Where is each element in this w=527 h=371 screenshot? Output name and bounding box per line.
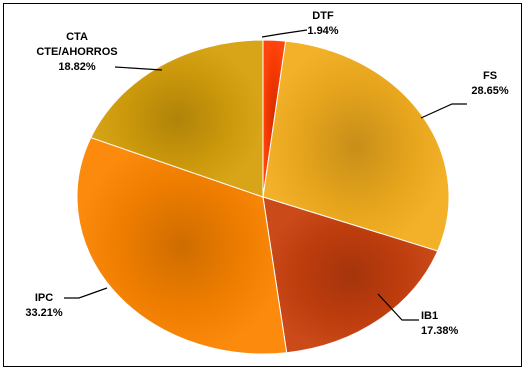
leader-line	[114, 66, 163, 71]
slice-name-label: DTF	[312, 10, 334, 22]
slice-label: CTA CTE/AHORROS 18.82%	[36, 31, 117, 73]
slice-value-label: 1.94%	[307, 25, 338, 37]
slice-name-label: FS	[483, 70, 497, 82]
slice-label: IB1 17.38%	[421, 310, 459, 337]
slice-value-label: 17.38%	[421, 325, 459, 337]
chart-frame: DTF 1.94% FS 28.65% IB1 17.38% IPC 33.21% CTA CTE…	[3, 3, 522, 367]
slice-label: FS 28.65%	[471, 70, 509, 97]
leader-line	[261, 29, 308, 38]
leader-line	[420, 103, 467, 119]
slice-label: DTF 1.94%	[307, 10, 338, 37]
slice-value-label: 18.82%	[58, 61, 96, 73]
slice-value-label: 28.65%	[471, 85, 509, 97]
pie-chart: DTF 1.94% FS 28.65% IB1 17.38% IPC 33.21% CTA CTE…	[25, 10, 509, 355]
slice-name-label: IB1	[421, 310, 438, 322]
pie-slices	[76, 39, 450, 355]
slice-name-label: CTE/AHORROS	[36, 46, 117, 58]
leader-line	[377, 293, 419, 321]
slice-labels: DTF 1.94% FS 28.65% IB1 17.38% IPC 33.21% CTA CTE…	[25, 10, 509, 337]
leader-lines	[64, 29, 467, 321]
slice-label: IPC 33.21%	[25, 292, 63, 319]
leader-line	[64, 287, 108, 299]
slice-value-label: 33.21%	[25, 307, 63, 319]
slice-name-label: CTA	[66, 31, 88, 43]
slice-name-label: IPC	[35, 292, 53, 304]
